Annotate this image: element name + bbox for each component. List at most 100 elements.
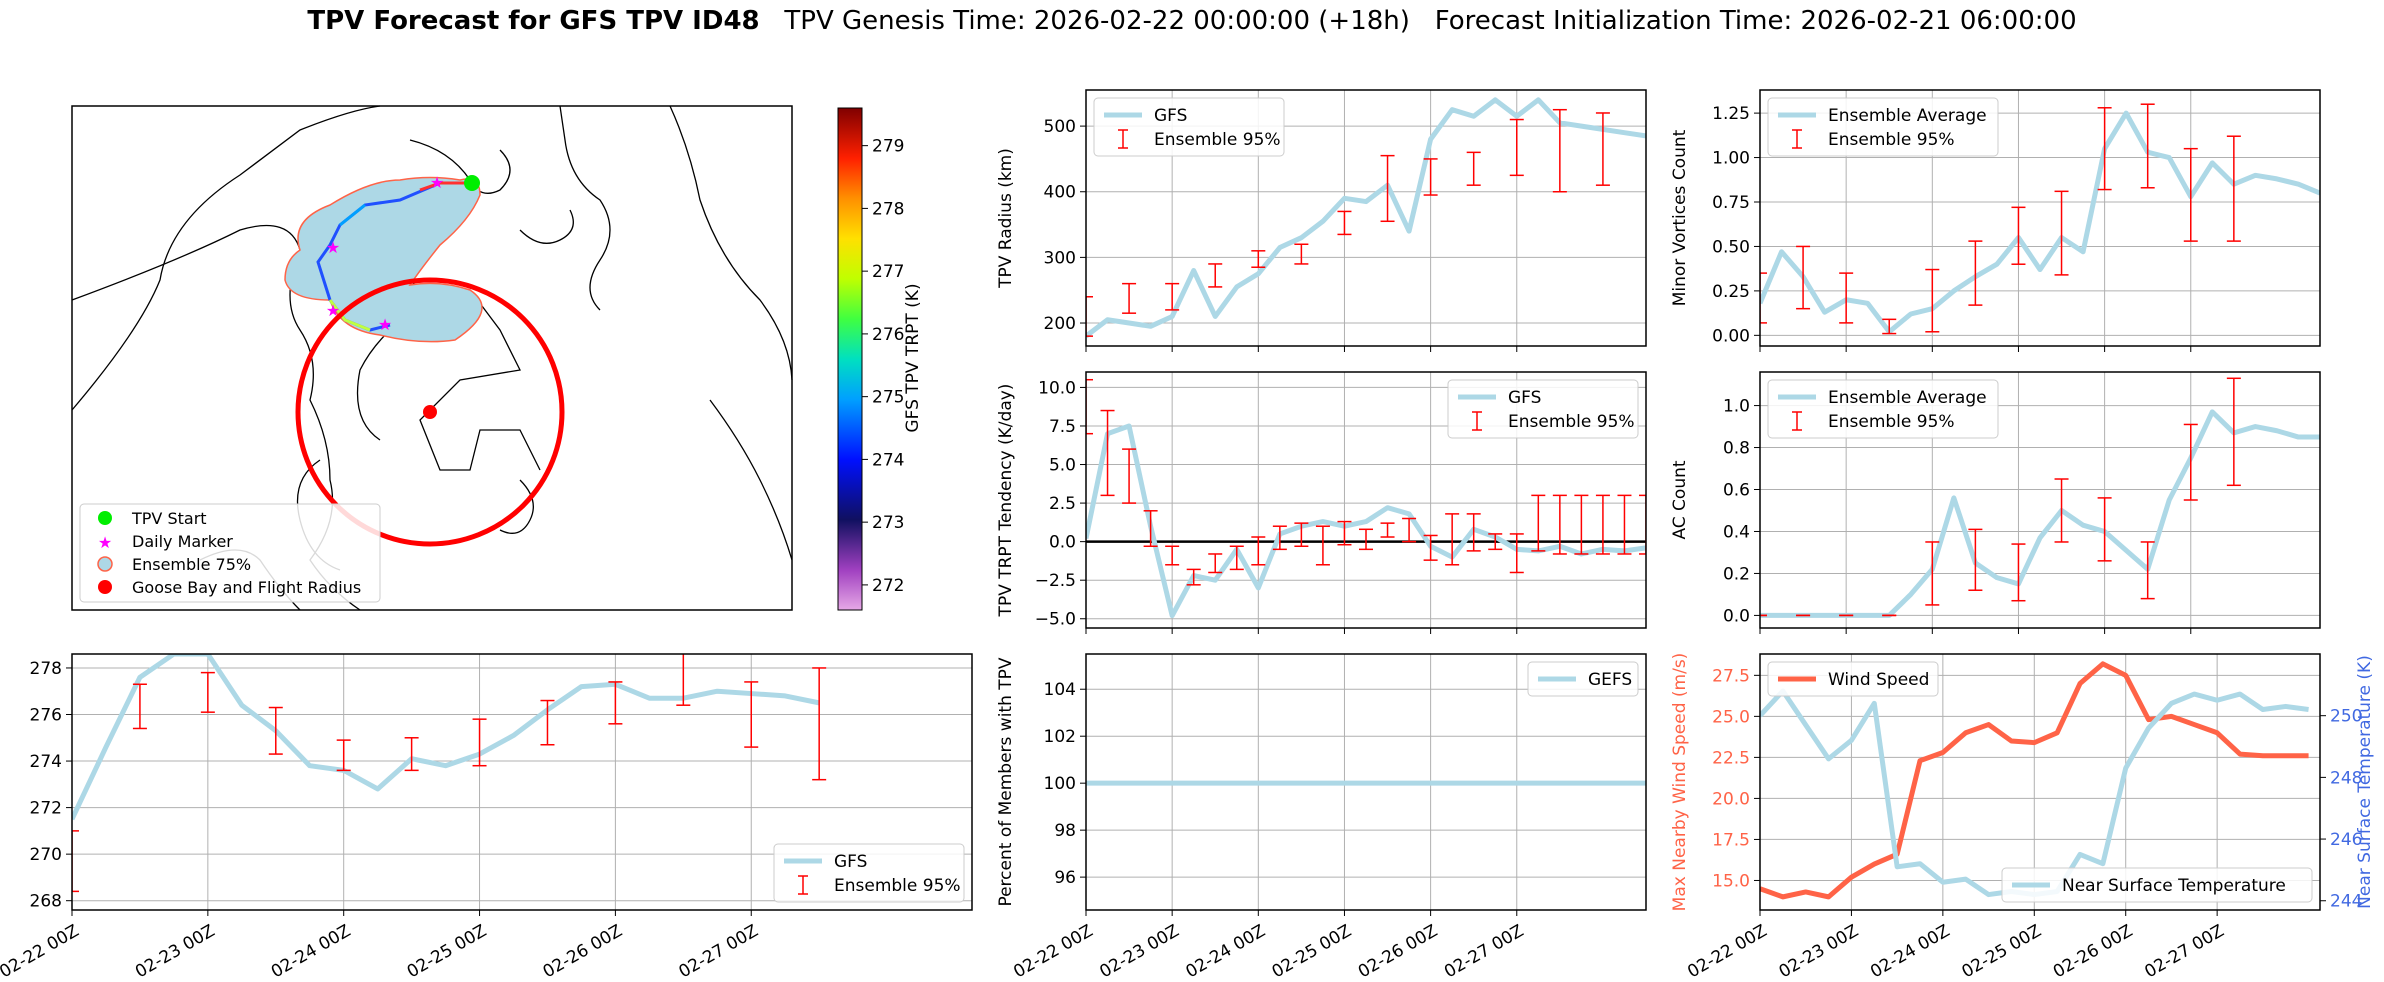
axes-frame <box>1759 89 2321 347</box>
grid <box>1759 654 2320 910</box>
x-tick-label: 02-22 00Z <box>0 921 83 982</box>
x-tick-label: 02-23 00Z <box>1776 921 1862 982</box>
legend-label: Ensemble 95% <box>1508 412 1635 432</box>
grid <box>1759 90 2320 346</box>
legend-frame <box>1767 97 1999 157</box>
series-line <box>1760 110 2320 335</box>
legend-label: Wind Speed <box>1828 670 1929 690</box>
x-tick-label: 02-25 00Z <box>404 921 490 982</box>
y-tick-label: 0.2 <box>1723 564 1750 584</box>
y-tick-label: 0.75 <box>1712 193 1750 213</box>
legend-frame <box>773 843 965 903</box>
x-tick-label: 02-22 00Z <box>1010 921 1096 982</box>
y-tick-label: 102 <box>1044 727 1076 747</box>
map-coastlines <box>71 105 793 611</box>
y-tick-label: 268 <box>30 892 62 912</box>
y-tick-label: 400 <box>1044 183 1076 203</box>
grid <box>1085 372 1646 628</box>
y-tick-label: 20.0 <box>1712 789 1750 809</box>
tpv-track <box>316 181 470 332</box>
axes-frame <box>71 653 973 911</box>
legend-daily-marker: Daily Marker <box>132 532 233 551</box>
legend-ensemble-75: Ensemble 75% <box>132 555 251 574</box>
legend-tpv-start: TPV Start <box>131 509 207 528</box>
legend-goose-bay: Goose Bay and Flight Radius <box>132 578 361 597</box>
y-right-tick-label: 250 <box>2330 707 2362 727</box>
legend: GEFS <box>1527 661 1639 697</box>
legend-tpv-start-icon <box>98 511 112 525</box>
daily-marker-2: ★ <box>326 238 340 257</box>
x-tick-label: 02-24 00Z <box>1867 921 1953 982</box>
y-axis-label: Percent of Members with TPV <box>996 657 1016 906</box>
series-line <box>1086 423 1646 619</box>
legend-frame <box>1527 661 1639 697</box>
y-right-tick-label: 244 <box>2330 892 2362 912</box>
plot-area <box>1760 377 2320 618</box>
goose-bay-marker <box>423 405 437 419</box>
colorbar-tick-label: 275 <box>872 388 904 408</box>
legend-label: Ensemble Average <box>1828 106 1987 126</box>
colorbar: GFS TPV TRPT (K) 272 273 274 275 276 277 278 27… <box>837 107 923 611</box>
colorbar-tick-label: 272 <box>872 576 904 596</box>
y-tick-label: 10.0 <box>1038 378 1076 398</box>
legend-goose-bay-icon <box>98 580 112 594</box>
y-tick-label: 1.00 <box>1712 149 1750 169</box>
y-tick-label: 15.0 <box>1712 871 1750 891</box>
legend-label: GFS <box>834 852 867 872</box>
y-tick-label: 278 <box>30 659 62 679</box>
plot-area <box>1086 378 1646 619</box>
x-tick-label: 02-24 00Z <box>1183 921 1269 982</box>
colorbar-tick-label: 279 <box>872 137 904 157</box>
y-tick-label: 104 <box>1044 680 1076 700</box>
y-tick-label: −2.5 <box>1035 571 1076 591</box>
y-tick-label: 25.0 <box>1712 707 1750 727</box>
legend-daily-marker-icon: ★ <box>98 533 112 552</box>
y-tick-label: 0.4 <box>1723 522 1750 542</box>
y-tick-label: 1.25 <box>1712 104 1750 124</box>
x-tick-label: 02-27 00Z <box>675 921 761 982</box>
legend-frame <box>1447 379 1639 439</box>
y-tick-label: 17.5 <box>1712 830 1750 850</box>
flight-radius-circle <box>295 277 565 547</box>
daily-marker-1: ★ <box>430 173 444 192</box>
y-tick-label: −5.0 <box>1035 610 1076 630</box>
y-axis-label: Minor Vortices Count <box>1670 129 1690 306</box>
y-right-tick-label: 246 <box>2330 830 2362 850</box>
legend-label: GFS <box>1508 388 1541 408</box>
y-tick-label: 0.6 <box>1723 481 1750 501</box>
legend-frame <box>2001 867 2313 903</box>
y-tick-label: 272 <box>30 799 62 819</box>
y-tick-label: 0.25 <box>1712 282 1750 302</box>
series-line <box>72 654 820 821</box>
y-tick-label: 0.00 <box>1712 326 1750 346</box>
legend: GFS Ensemble 95% <box>1093 97 1285 157</box>
legend-label: Ensemble 95% <box>1828 412 1955 432</box>
y-axis-label: Max Nearby Wind Speed (m/s) <box>1670 653 1690 912</box>
figure-title-init: Forecast Initialization Time: 2026-02-21… <box>1434 6 2077 36</box>
legend-frame <box>1093 97 1285 157</box>
daily-marker-4: ★ <box>378 315 392 334</box>
figure-title: TPV Forecast for GFS TPV ID48 TPV Genesi… <box>0 6 2384 36</box>
figure-title-genesis: TPV Genesis Time: 2026-02-22 00:00:00 (+… <box>784 6 1410 36</box>
grid <box>1759 372 2320 628</box>
axes-frame <box>1085 653 1647 911</box>
plot-area <box>1760 103 2320 335</box>
legend: GFS Ensemble 95% <box>1447 379 1639 439</box>
y-tick-label: 22.5 <box>1712 748 1750 768</box>
axes-frame <box>1085 371 1647 629</box>
legend-label: GFS <box>1154 106 1187 126</box>
daily-marker-3: ★ <box>326 301 340 320</box>
x-tick-label: 02-25 00Z <box>1958 921 2044 982</box>
y-tick-label: 27.5 <box>1712 666 1750 686</box>
plot-area <box>72 654 827 893</box>
y-tick-label: 0.8 <box>1723 439 1750 459</box>
legend: Ensemble Average Ensemble 95% <box>1767 379 1999 439</box>
y-axis-label: TPV Radius (km) <box>996 148 1016 289</box>
series-line <box>1086 97 1646 339</box>
y-tick-label: 1.0 <box>1723 397 1750 417</box>
x-tick-label: 02-27 00Z <box>2141 921 2227 982</box>
